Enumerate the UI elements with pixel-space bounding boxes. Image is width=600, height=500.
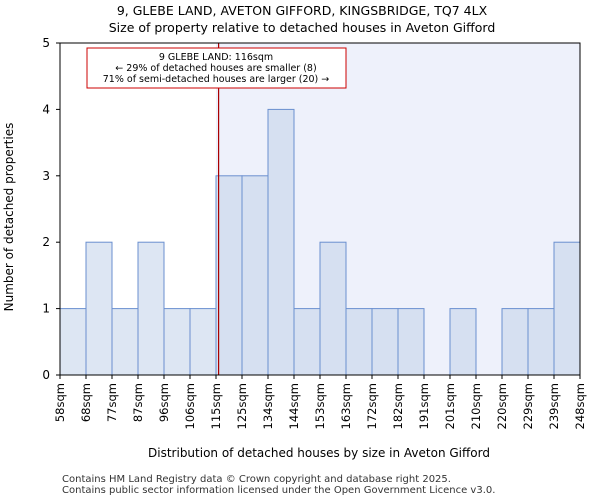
bar [319, 241, 347, 376]
annotation-border [86, 47, 347, 89]
x-tick-label: 229sqm [521, 383, 535, 429]
bar [163, 308, 191, 376]
x-tick-label: 96sqm [157, 383, 171, 422]
bar [215, 175, 243, 376]
x-tick-label: 77sqm [105, 383, 119, 422]
bar [59, 308, 87, 376]
bar [371, 308, 399, 376]
y-tick-label: 4 [42, 102, 50, 116]
annotation-line-2: ← 29% of detached houses are smaller (8) [115, 63, 316, 74]
chart-subtitle: Size of property relative to detached ho… [109, 20, 496, 35]
y-tick-label: 2 [42, 235, 50, 249]
y-tick-label: 5 [42, 36, 50, 50]
x-tick-label: 163sqm [339, 383, 353, 429]
bar [345, 308, 373, 376]
bar [241, 175, 269, 376]
bar [501, 308, 529, 376]
annotation-line-3: 71% of semi-detached houses are larger (… [103, 74, 330, 85]
x-tick-label: 182sqm [391, 383, 405, 429]
bar [137, 241, 165, 376]
bar [293, 308, 321, 376]
y-tick-label: 1 [42, 302, 50, 316]
x-tick-label: 210sqm [469, 383, 483, 429]
bar [267, 108, 295, 376]
x-tick-label: 191sqm [417, 383, 431, 429]
footer-line-2: Contains public sector information licen… [62, 485, 496, 496]
chart-title: 9, GLEBE LAND, AVETON GIFFORD, KINGSBRID… [117, 3, 488, 18]
y-tick-label: 0 [42, 368, 50, 382]
bar [553, 241, 581, 376]
bar [449, 308, 477, 376]
x-tick-label: 239sqm [547, 383, 561, 429]
x-tick-label: 115sqm [209, 383, 223, 429]
x-tick-label: 87sqm [131, 383, 145, 422]
x-axis-label: Distribution of detached houses by size … [148, 446, 490, 460]
bar [527, 308, 555, 376]
x-tick-label: 172sqm [365, 383, 379, 429]
x-tick-label: 144sqm [287, 383, 301, 429]
y-axis-label: Number of detached properties [2, 123, 16, 312]
x-tick-label: 68sqm [79, 383, 93, 422]
bar [85, 241, 113, 376]
bar [189, 308, 217, 376]
x-tick-label: 58sqm [53, 383, 67, 422]
bar [397, 308, 425, 376]
x-tick-label: 153sqm [313, 383, 327, 429]
footer: Contains HM Land Registry data © Crown c… [62, 474, 495, 496]
y-axis: 0 1 2 3 4 5 [42, 36, 60, 382]
x-axis: 58sqm 68sqm 77sqm 87sqm 96sqm 106sqm 115sqm 125… [53, 375, 587, 429]
x-tick-label: 125sqm [235, 383, 249, 429]
footer-line-1: Contains HM Land Registry data © Crown c… [62, 474, 451, 485]
bars-layer [59, 108, 581, 376]
x-tick-label: 248sqm [573, 383, 587, 429]
annotation-box: 9 GLEBE LAND: 116sqm ← 29% of detached h… [86, 47, 347, 89]
x-tick-label: 201sqm [443, 383, 457, 429]
x-tick-label: 134sqm [261, 383, 275, 429]
x-tick-label: 220sqm [495, 383, 509, 429]
x-tick-label: 106sqm [183, 383, 197, 429]
annotation-line-1: 9 GLEBE LAND: 116sqm [159, 52, 273, 63]
bar [111, 308, 139, 376]
y-tick-label: 3 [42, 169, 50, 183]
